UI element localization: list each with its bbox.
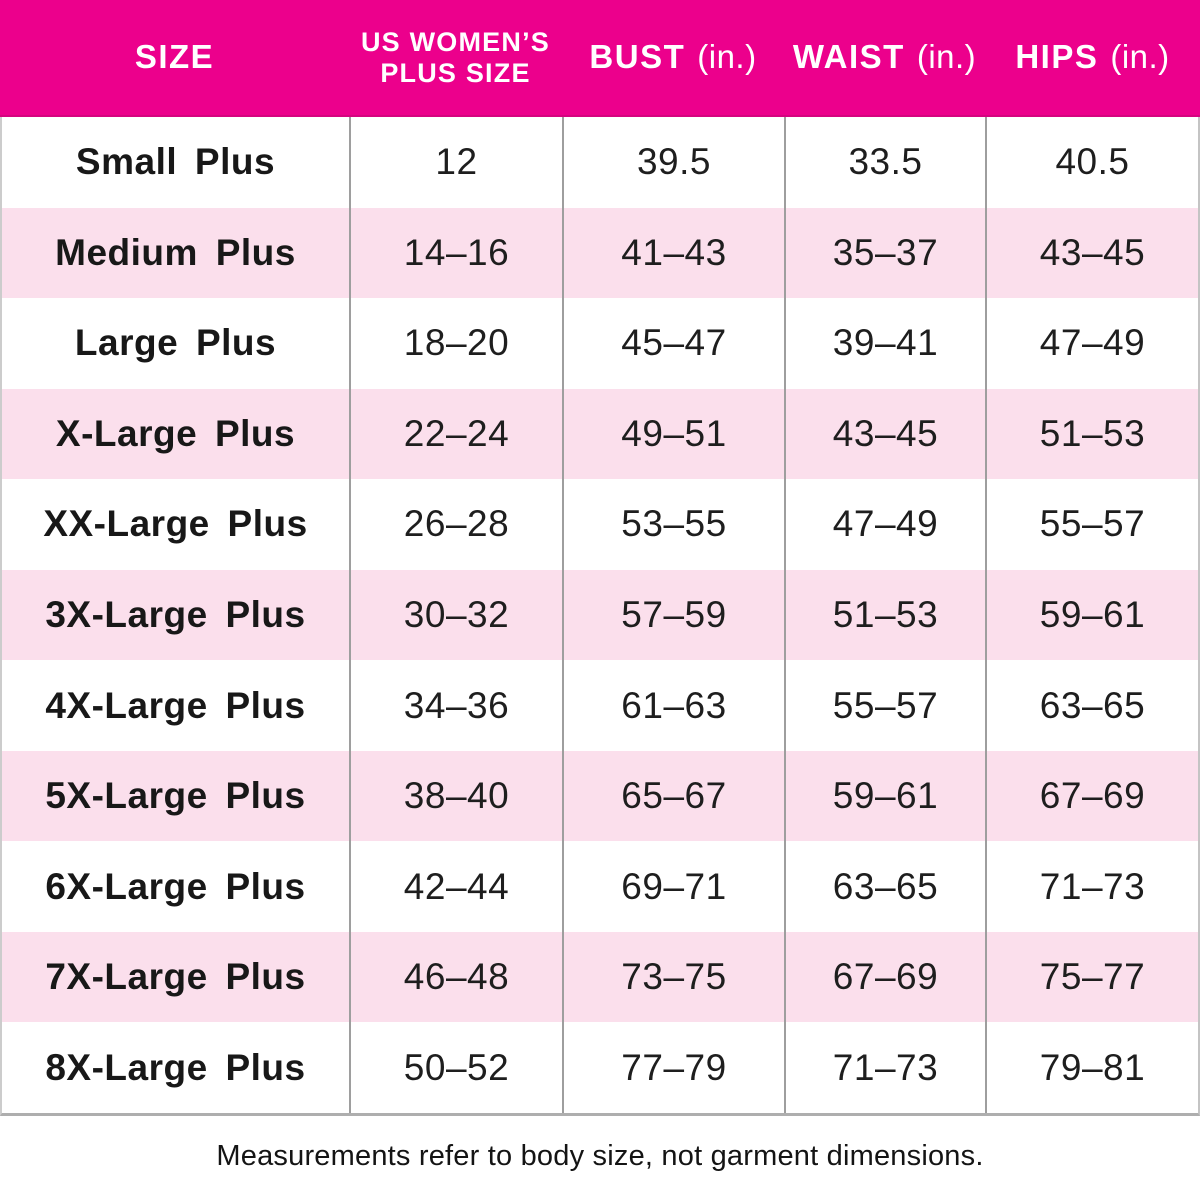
size-cell: Medium Plus [55,231,296,273]
table-row: Medium Plus 14–16 41–43 35–37 43–45 [2,207,1198,299]
us-size-cell: 38–40 [349,750,562,842]
waist-cell: 59–61 [784,750,985,842]
table-row: Small Plus 12 39.5 33.5 40.5 [2,117,1198,208]
waist-cell: 43–45 [784,388,985,480]
hips-cell: 55–57 [985,479,1198,570]
column-header-size-label: SIZE [134,38,215,76]
size-cell: X-Large Plus [55,412,296,454]
table-row: Large Plus 18–20 45–47 39–41 47–49 [2,298,1198,389]
waist-cell: 35–37 [784,207,985,299]
us-size-cell: 50–52 [349,1022,562,1114]
hips-cell: 59–61 [985,569,1198,661]
table-row: 5X-Large Plus 38–40 65–67 59–61 67–69 [2,750,1198,842]
us-size-cell: 42–44 [349,841,562,932]
waist-cell: 63–65 [784,841,985,932]
column-header-bust-label: BUST [589,38,686,76]
bust-cell: 39.5 [562,117,784,208]
table-row: XX-Large Plus 26–28 53–55 47–49 55–57 [2,479,1198,570]
hips-cell: 63–65 [985,660,1198,751]
column-header-hips: HIPS (in.) [985,0,1200,115]
waist-cell: 71–73 [784,1022,985,1114]
table-header: SIZE US WOMEN’S PLUS SIZE BUST (in.) WAI… [0,0,1200,117]
size-cell: 5X-Large Plus [45,775,306,817]
bust-cell: 57–59 [562,569,784,661]
column-header-size: SIZE [0,0,349,115]
waist-cell: 51–53 [784,569,985,661]
column-header-us-plus-size-line2: PLUS SIZE [380,57,531,88]
bust-cell: 73–75 [562,931,784,1023]
table-row: 8X-Large Plus 50–52 77–79 71–73 79–81 [2,1022,1198,1114]
hips-cell: 51–53 [985,388,1198,480]
column-header-hips-unit: (in.) [1110,38,1170,76]
bust-cell: 53–55 [562,479,784,570]
bust-cell: 69–71 [562,841,784,932]
hips-cell: 43–45 [985,207,1198,299]
size-cell: XX-Large Plus [43,503,308,545]
us-size-cell: 30–32 [349,569,562,661]
hips-cell: 75–77 [985,931,1198,1023]
us-size-cell: 14–16 [349,207,562,299]
waist-cell: 33.5 [784,117,985,208]
column-header-waist-unit: (in.) [916,38,977,76]
size-cell: 3X-Large Plus [45,594,306,635]
us-size-cell: 34–36 [349,660,562,751]
size-cell: Small Plus [75,141,276,183]
measurement-footnote: Measurements refer to body size, not gar… [216,1140,984,1173]
bust-cell: 41–43 [562,207,784,299]
us-size-cell: 26–28 [349,479,562,570]
waist-cell: 67–69 [784,931,985,1023]
bust-cell: 49–51 [562,388,784,480]
size-cell: 8X-Large Plus [45,1046,306,1088]
column-header-us-plus-size: US WOMEN’S PLUS SIZE [349,0,562,115]
column-header-bust-unit: (in.) [697,38,757,76]
hips-cell: 71–73 [985,841,1198,932]
size-cell: 6X-Large Plus [45,865,306,907]
bust-cell: 45–47 [562,298,784,389]
table-row: 3X-Large Plus 30–32 57–59 51–53 59–61 [2,569,1198,661]
us-size-cell: 22–24 [349,388,562,480]
table-body: Small Plus 12 39.5 33.5 40.5 Medium Plus… [0,117,1200,1117]
bust-cell: 65–67 [562,750,784,842]
size-cell: Large Plus [74,322,277,364]
column-header-waist: WAIST (in.) [784,0,985,115]
waist-cell: 39–41 [784,298,985,389]
hips-cell: 67–69 [985,750,1198,842]
column-header-hips-label: HIPS [1015,38,1099,76]
us-size-cell: 12 [349,117,562,208]
column-header-us-plus-size-line1: US WOMEN’S [360,27,550,58]
hips-cell: 79–81 [985,1022,1198,1114]
hips-cell: 47–49 [985,298,1198,389]
column-header-waist-label: WAIST [792,38,905,76]
us-size-cell: 18–20 [349,298,562,389]
table-row: 7X-Large Plus 46–48 73–75 67–69 75–77 [2,931,1198,1023]
bust-cell: 77–79 [562,1022,784,1114]
bust-cell: 61–63 [562,660,784,751]
table-row: 4X-Large Plus 34–36 61–63 55–57 63–65 [2,660,1198,751]
waist-cell: 47–49 [784,479,985,570]
waist-cell: 55–57 [784,660,985,751]
hips-cell: 40.5 [985,117,1198,208]
size-cell: 4X-Large Plus [45,684,306,726]
table-row: 6X-Large Plus 42–44 69–71 63–65 71–73 [2,841,1198,932]
table-row: X-Large Plus 22–24 49–51 43–45 51–53 [2,388,1198,480]
column-header-bust: BUST (in.) [562,0,784,115]
us-size-cell: 46–48 [349,931,562,1023]
size-cell: 7X-Large Plus [45,956,306,998]
